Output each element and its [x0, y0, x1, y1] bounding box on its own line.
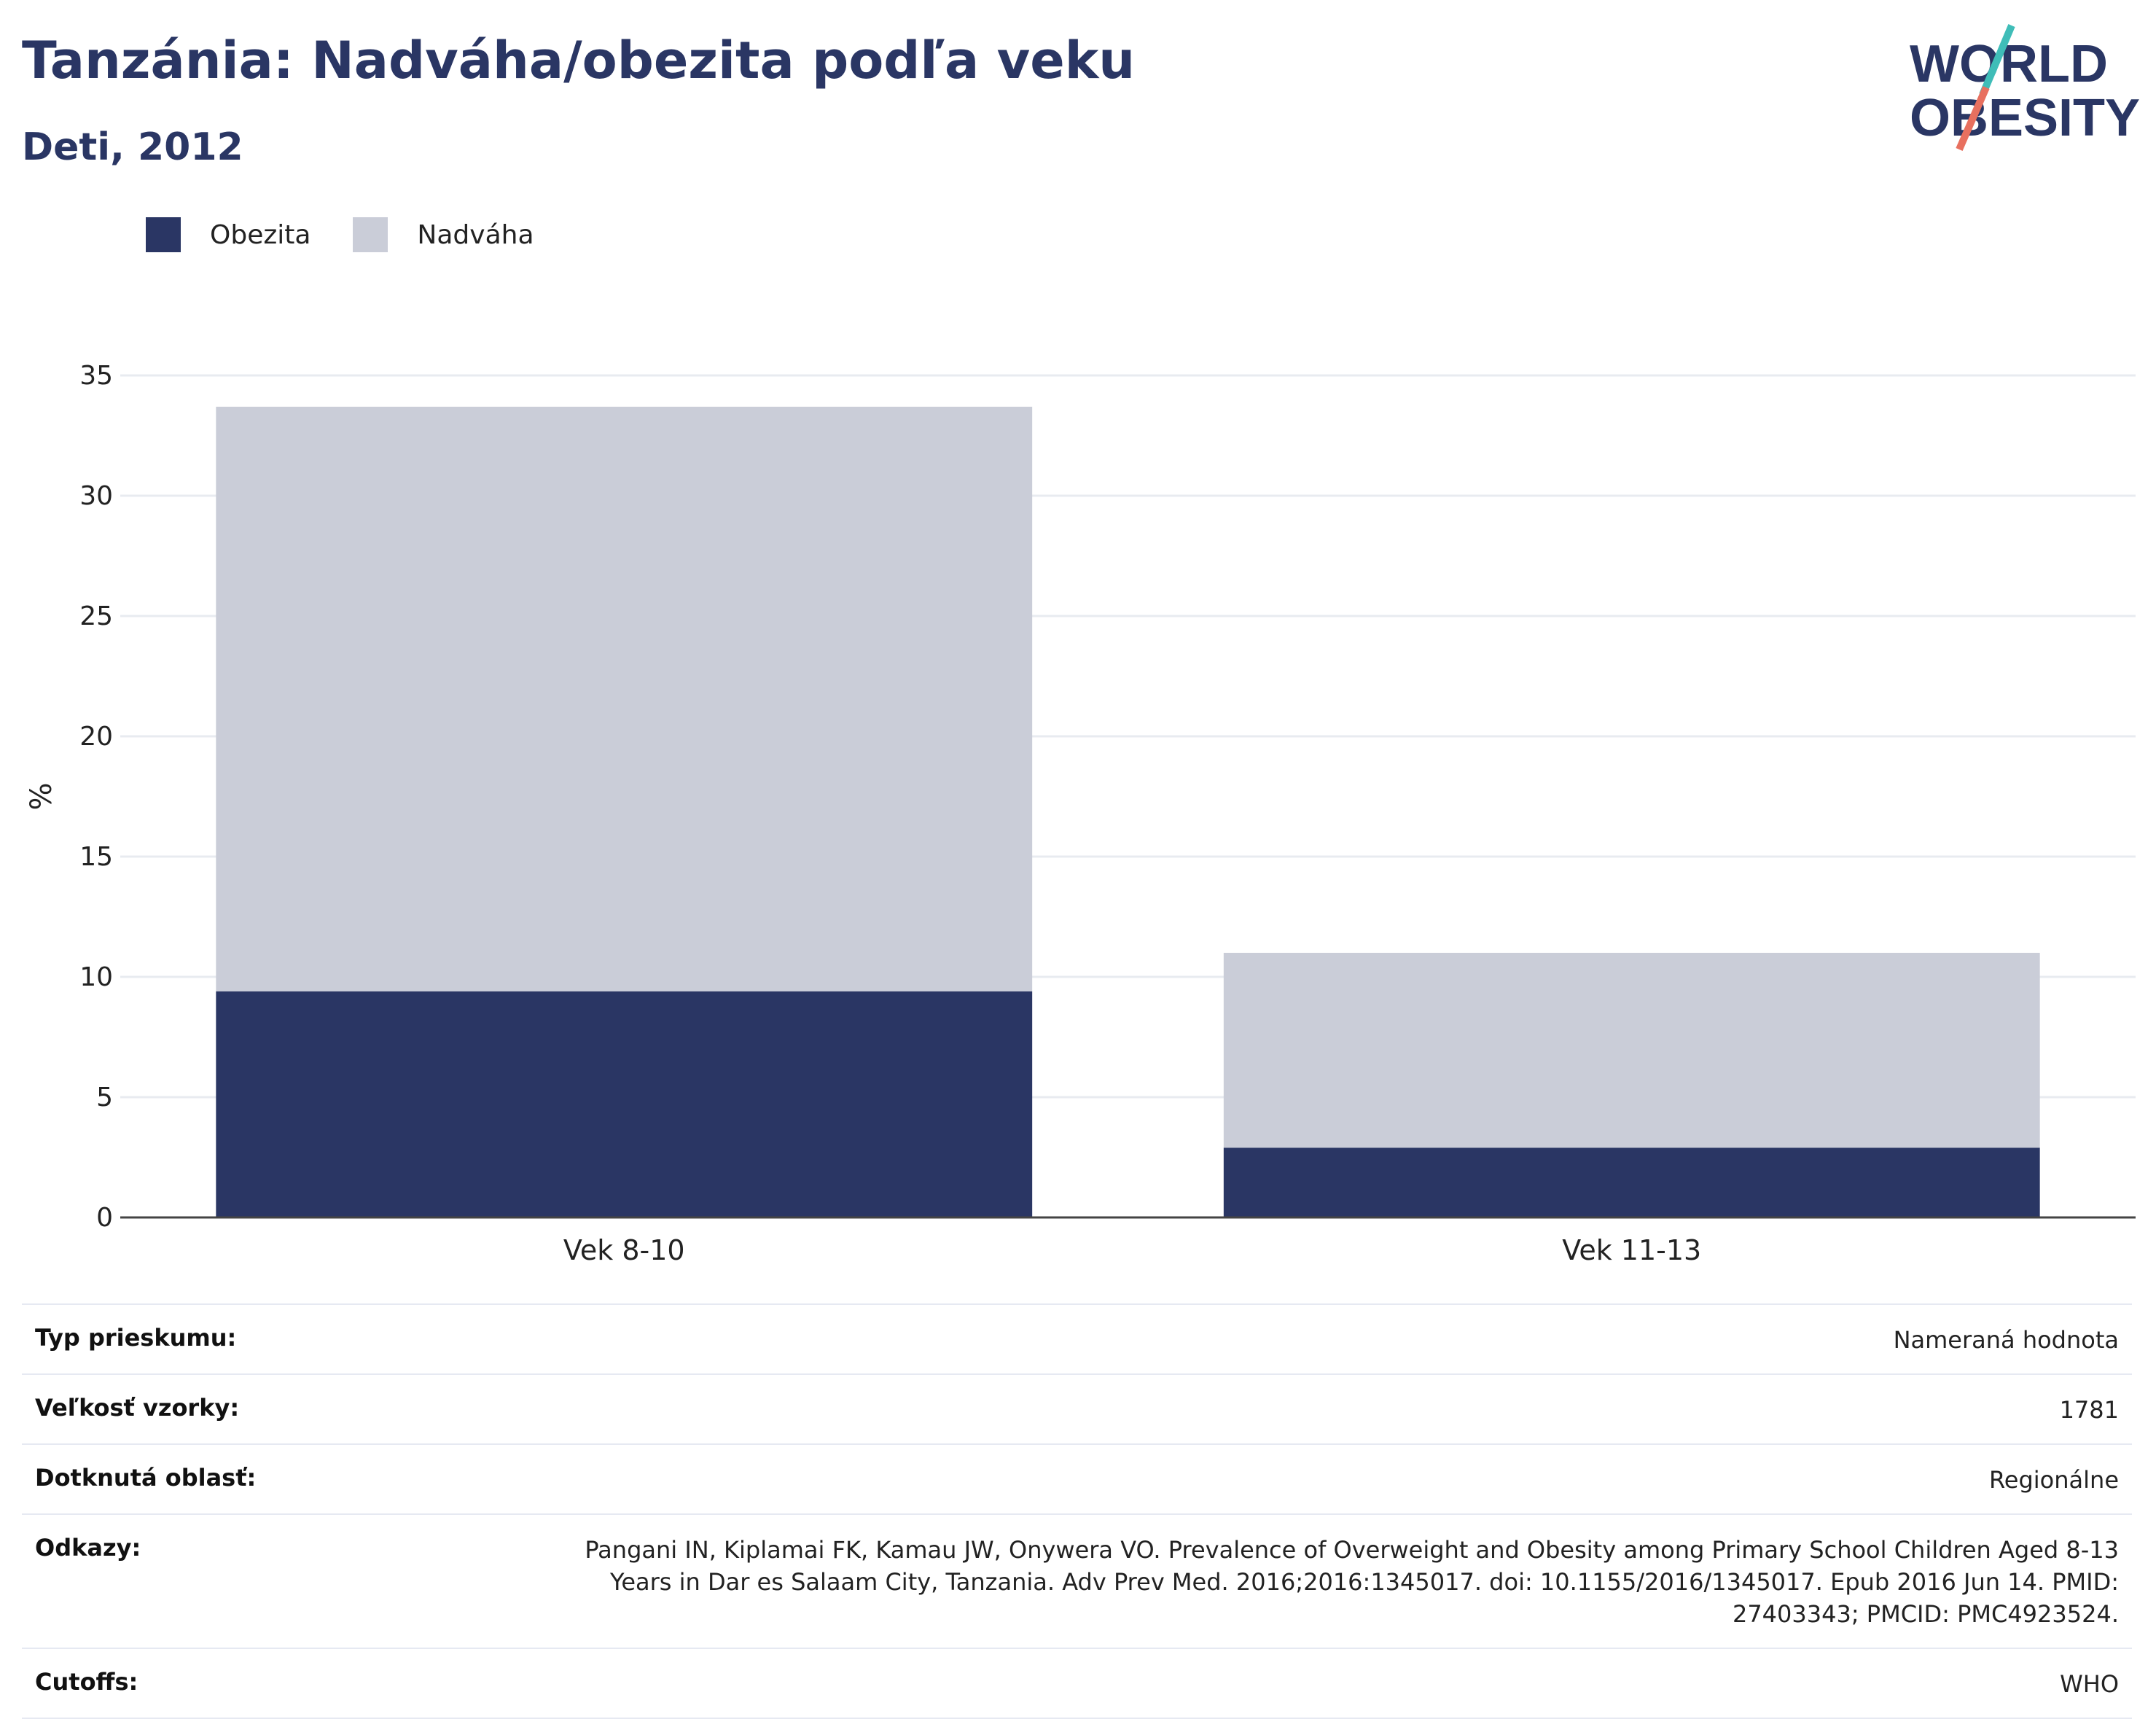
bar-obezita	[216, 991, 1033, 1217]
y-tick-label: 15	[79, 842, 113, 872]
bar-obezita	[1223, 1147, 2040, 1217]
info-value: Nameraná hodnota	[1893, 1326, 2119, 1354]
info-row-area: Dotknutá oblasť: Regionálne	[22, 1443, 2132, 1513]
bar-nadvaha	[1223, 953, 2040, 1148]
logo-slash-salmon	[1956, 86, 1990, 151]
legend-swatch-nadvaha	[353, 217, 388, 252]
world-obesity-logo: WORLD OBESITY	[1910, 24, 2140, 151]
legend-label-obezita: Obezita	[210, 219, 311, 250]
x-tick-label: Vek 11-13	[1562, 1234, 1701, 1266]
info-key: Dotknutá oblasť:	[35, 1464, 257, 1492]
info-value: WHO	[2060, 1670, 2119, 1698]
stacked-bar-chart: 0 5 10 15 20 25 30 35% Vek 8-10 Vek 11-13	[25, 361, 2136, 1266]
info-key: Veľkosť vzorky:	[35, 1394, 240, 1422]
info-row-sample-size: Veľkosť vzorky: 1781	[22, 1373, 2132, 1443]
info-value: Regionálne	[1988, 1466, 2119, 1494]
y-tick-label: 30	[79, 481, 113, 511]
info-key: Typ prieskumu:	[35, 1324, 237, 1352]
legend-label-nadvaha: Nadváha	[417, 219, 534, 250]
info-row-survey-type: Typ prieskumu: Nameraná hodnota	[22, 1303, 2132, 1373]
logo-text-world: WORLD	[1910, 35, 2108, 93]
y-tick-label: 35	[79, 361, 113, 391]
page-subtitle: Deti, 2012	[22, 125, 243, 169]
legend-item-nadvaha: Nadváha	[353, 217, 534, 252]
info-row-references: Odkazy: Pangani IN, Kiplamai FK, Kamau J…	[22, 1513, 2132, 1648]
logo-slash-teal	[1979, 24, 2015, 96]
y-tick-label: 0	[96, 1203, 113, 1233]
bar-nadvaha	[216, 406, 1033, 991]
info-row-cutoffs: Cutoffs: WHO	[22, 1648, 2132, 1719]
chart-legend: Obezita Nadváha	[146, 216, 577, 254]
survey-info-table: Typ prieskumu: Nameraná hodnota Veľkosť …	[22, 1303, 2132, 1719]
legend-swatch-obezita	[146, 217, 181, 252]
page-title: Tanzánia: Nadváha/obezita podľa veku	[22, 31, 1136, 90]
legend-item-obezita: Obezita	[146, 217, 310, 252]
info-key: Odkazy:	[35, 1534, 141, 1562]
logo-text-obesity: OBESITY	[1910, 89, 2140, 147]
info-value: Pangani IN, Kiplamai FK, Kamau JW, Onywe…	[585, 1536, 2119, 1628]
info-key: Cutoffs:	[35, 1668, 138, 1696]
y-tick-label: 20	[79, 722, 113, 752]
y-tick-label: 5	[96, 1083, 113, 1112]
x-tick-label: Vek 8-10	[563, 1234, 685, 1266]
y-tick-label: 25	[79, 601, 113, 631]
y-tick-label: 10	[79, 962, 113, 992]
info-value: 1781	[2059, 1396, 2119, 1424]
y-axis-label: %	[25, 782, 58, 810]
